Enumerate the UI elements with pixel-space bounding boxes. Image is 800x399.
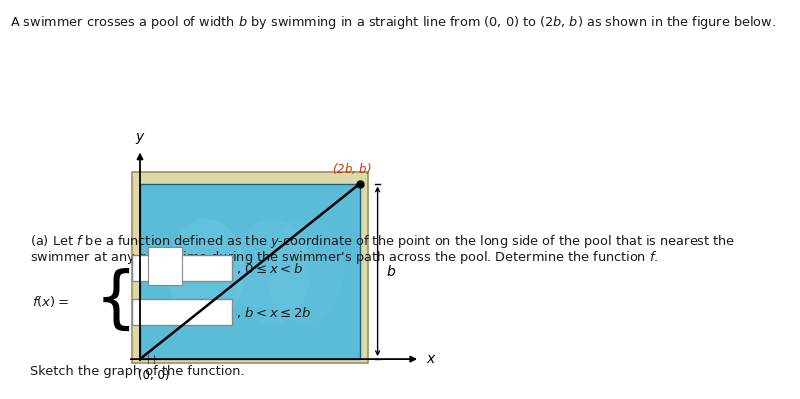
Text: (0, 0): (0, 0): [138, 369, 169, 382]
Ellipse shape: [234, 219, 310, 324]
Text: $f(x) =$: $f(x) =$: [32, 294, 69, 309]
Text: Sketch the graph of the function.: Sketch the graph of the function.: [30, 365, 245, 378]
Ellipse shape: [167, 219, 245, 324]
Text: $x$: $x$: [426, 352, 437, 366]
Text: $b$: $b$: [386, 264, 396, 279]
Text: (a) Let $f$ be a function defined as the $y$-coordinate of the point on the long: (a) Let $f$ be a function defined as the…: [30, 233, 736, 251]
Bar: [132, 172, 368, 363]
Ellipse shape: [266, 219, 343, 324]
Text: swimmer at any given time during the swimmer's path across the pool. Determine t: swimmer at any given time during the swi…: [30, 249, 659, 267]
Text: $y$: $y$: [134, 130, 146, 146]
Text: A swimmer crosses a pool of width $b$ by swimming in a straight line from (0, 0): A swimmer crosses a pool of width $b$ by…: [10, 14, 777, 31]
Text: , $b < x \leq 2b$: , $b < x \leq 2b$: [236, 304, 311, 320]
Bar: [132, 255, 232, 281]
Text: {: {: [94, 268, 138, 334]
Bar: [140, 184, 360, 359]
Text: (2$b$, $b$): (2$b$, $b$): [332, 161, 372, 176]
Text: , $0 \leq x < b$: , $0 \leq x < b$: [236, 261, 303, 276]
Bar: [132, 299, 232, 325]
Bar: [148, 247, 182, 285]
